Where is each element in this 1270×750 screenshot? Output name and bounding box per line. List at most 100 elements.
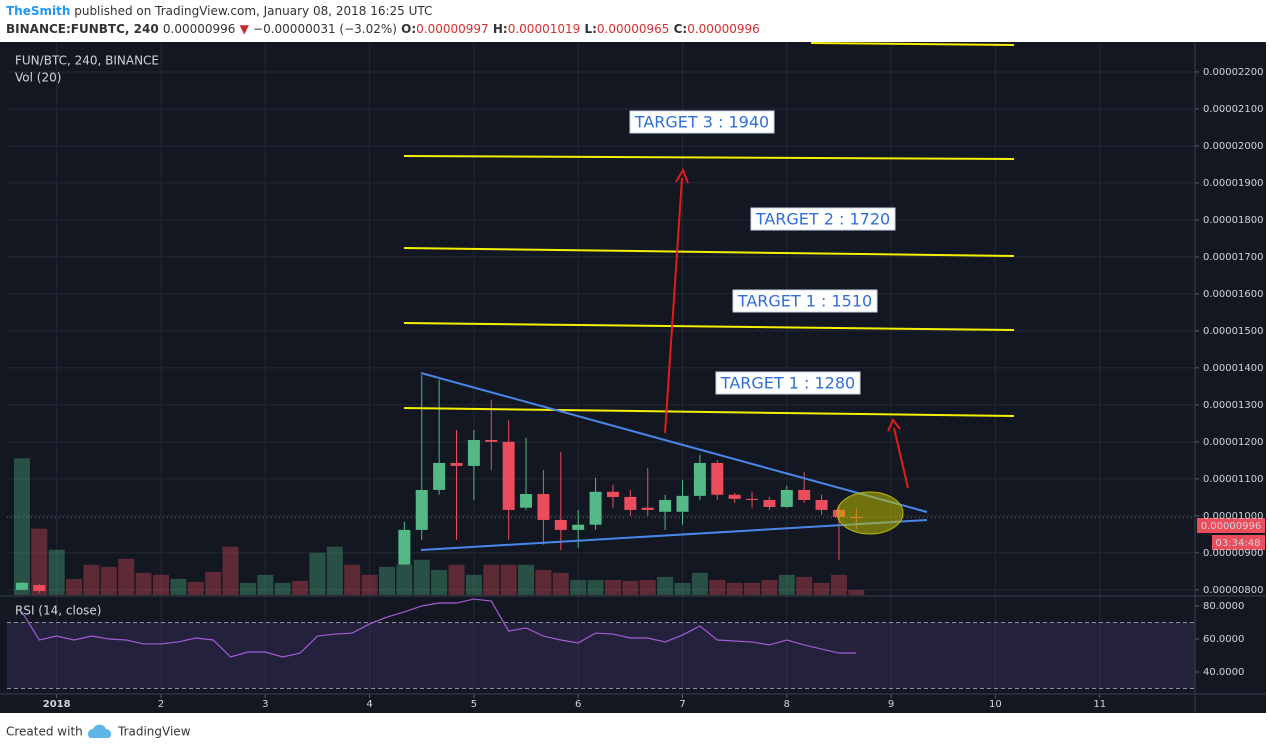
- volume-bar: [813, 582, 830, 595]
- footer-brand[interactable]: TradingView: [117, 725, 191, 739]
- volume-bar: [396, 564, 413, 595]
- volume-bar: [848, 589, 865, 595]
- annotation-box: [629, 110, 775, 134]
- header-line: TheSmith published on TradingView.com, J…: [6, 4, 432, 18]
- volume-bar: [152, 574, 169, 595]
- y-tick-label: 80.0000: [1203, 601, 1244, 612]
- ohlc-label: C:: [674, 22, 688, 36]
- candle-body: [624, 496, 637, 510]
- ohlc-value: 0.00000965: [597, 22, 670, 36]
- candle-body: [450, 462, 463, 466]
- symbol: BINANCE:FUNBTC, 240: [6, 22, 159, 36]
- y-tick-label: 0.00002200: [1203, 67, 1263, 78]
- x-tick-label: 7: [679, 699, 685, 710]
- arrow: [664, 177, 683, 434]
- candle-body: [711, 462, 724, 495]
- x-tick-label: 2: [158, 699, 164, 710]
- x-tick-label: 5: [471, 699, 477, 710]
- x-tick-label: 8: [784, 699, 790, 710]
- footer-text: Created with: [6, 725, 83, 739]
- y-tick-label: 0.00001200: [1203, 437, 1263, 448]
- target-line: [403, 247, 1015, 257]
- x-tick-label: 9: [888, 699, 894, 710]
- volume-bar: [170, 578, 187, 595]
- volume-bar: [483, 564, 500, 595]
- y-tick-label: 0.00000900: [1203, 548, 1263, 559]
- annotation: TARGET 2 : 1720: [755, 210, 890, 229]
- candle-body: [746, 498, 759, 500]
- drawings: TARGET 3 : 1940 TARGET 2 : 1720 TARGET 1…: [403, 42, 1015, 551]
- volume-bar: [31, 528, 48, 595]
- volume-bar: [778, 574, 795, 595]
- x-tick-label: 4: [366, 699, 372, 710]
- ohlc-value: 0.00000997: [416, 22, 489, 36]
- trend-line: [420, 372, 928, 513]
- y-tick-label: 0.00001400: [1203, 363, 1263, 374]
- volume-bar: [344, 564, 361, 595]
- candle-body: [693, 462, 706, 496]
- candle-body: [798, 489, 811, 500]
- legend: RSI (14, close): [15, 604, 101, 618]
- volume-bar: [118, 558, 135, 595]
- volume-bar: [187, 581, 204, 595]
- y-tick-label: 0.00001300: [1203, 400, 1263, 411]
- volume-bar: [361, 574, 378, 595]
- y-tick-label: 0.00001800: [1203, 215, 1263, 226]
- candle-body: [676, 495, 689, 512]
- target-line: [810, 42, 1015, 46]
- volume-bar: [48, 549, 65, 595]
- volume-bar: [587, 579, 604, 595]
- annotation: TARGET 1 : 1280: [720, 374, 855, 393]
- change: −0.00000031 (−3.02%): [253, 22, 397, 36]
- chart-background: [0, 42, 1266, 713]
- volume-bar: [552, 572, 569, 595]
- logo: [87, 724, 112, 738]
- volume-bar: [570, 579, 587, 595]
- candle-body: [433, 462, 446, 490]
- volume-bar: [431, 569, 448, 595]
- volume-bar: [535, 569, 552, 595]
- volume-bar: [13, 458, 30, 595]
- volume-bar: [691, 572, 708, 595]
- countdown-tag: [1212, 535, 1265, 550]
- x-tick-label: 10: [989, 699, 1002, 710]
- volume-bar: [518, 564, 535, 595]
- arrow: [893, 427, 909, 489]
- candle-body: [589, 491, 602, 525]
- author[interactable]: TheSmith: [6, 4, 70, 18]
- legend: Vol (20): [15, 71, 61, 85]
- ohlc-label: L:: [584, 22, 596, 36]
- volume-bar: [830, 574, 847, 595]
- candle-body: [728, 494, 741, 499]
- volume-bar: [500, 564, 517, 595]
- volume-bar: [448, 564, 465, 595]
- target-line: [403, 407, 1015, 417]
- volume-bar: [674, 582, 691, 595]
- volume-bar: [413, 559, 430, 595]
- published: published on TradingView.com, January 08…: [70, 4, 432, 18]
- candle-body: [33, 585, 46, 591]
- target-line: [403, 322, 1015, 331]
- ohlc-label: O:: [401, 22, 416, 36]
- volume-bar: [309, 552, 326, 595]
- x-tick-label: 6: [575, 699, 581, 710]
- candle-body: [520, 494, 533, 508]
- annotation: TARGET 3 : 1940: [634, 113, 769, 132]
- plot: [7, 42, 1199, 698]
- volume-bar: [622, 580, 639, 595]
- y-tick-label: 40.0000: [1203, 667, 1244, 678]
- y-tick-label: 0.00002000: [1203, 141, 1263, 152]
- candle-body: [467, 440, 480, 466]
- volume-bar: [744, 582, 761, 595]
- y-tick-label: 0.00001100: [1203, 474, 1263, 485]
- candle-body: [763, 499, 776, 507]
- volume-bar: [257, 574, 274, 595]
- price-tag: [1197, 518, 1265, 533]
- candle-body: [815, 499, 828, 510]
- x-tick-label: 3: [262, 699, 268, 710]
- candle-body: [780, 489, 793, 507]
- candle-body: [554, 519, 567, 530]
- volume-bar: [378, 566, 395, 595]
- arrow-head: [887, 418, 901, 432]
